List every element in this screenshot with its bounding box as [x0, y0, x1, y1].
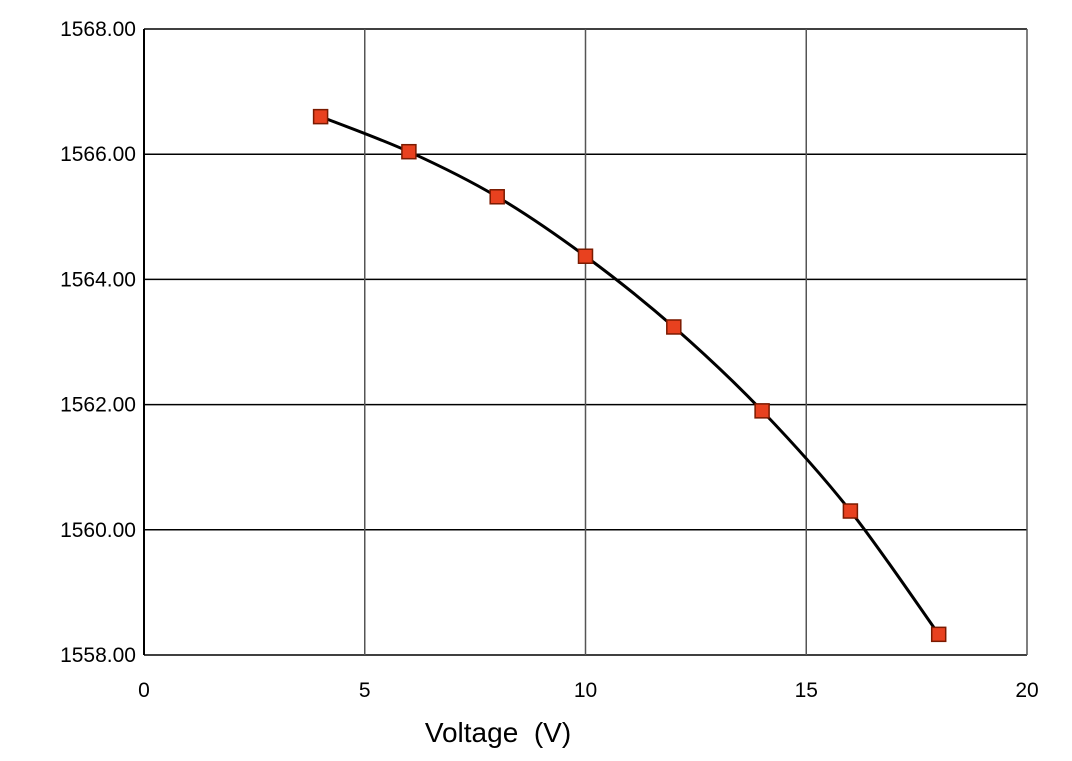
x-tick-label: 5 — [359, 679, 371, 702]
y-axis-ticks: 1558.00 1560.00 1562.00 1564.00 1566.00 1568.… — [60, 18, 136, 667]
x-axis-label: Voltage (V) — [425, 717, 571, 748]
data-point — [489, 189, 505, 205]
y-tick-label: 1558.00 — [60, 644, 136, 667]
x-axis-ticks: 0 5 10 15 20 — [138, 679, 1039, 702]
x-tick-label: 0 — [138, 679, 150, 702]
y-tick-label: 1560.00 — [60, 519, 136, 542]
data-point — [754, 403, 770, 419]
data-point — [401, 143, 417, 160]
data-point — [930, 626, 947, 643]
y-tick-label: 1566.00 — [60, 143, 136, 166]
data-point — [842, 503, 859, 519]
data-point — [577, 248, 594, 264]
data-point — [312, 108, 329, 125]
x-tick-label: 15 — [795, 679, 818, 702]
data-point — [666, 319, 682, 335]
y-tick-label: 1564.00 — [60, 268, 136, 291]
y-tick-label: 1562.00 — [60, 394, 136, 417]
data-points — [312, 108, 947, 643]
grid — [143, 28, 1028, 656]
x-tick-label: 10 — [574, 679, 597, 702]
y-tick-label: 1568.00 — [60, 18, 136, 41]
x-tick-label: 20 — [1015, 679, 1038, 702]
